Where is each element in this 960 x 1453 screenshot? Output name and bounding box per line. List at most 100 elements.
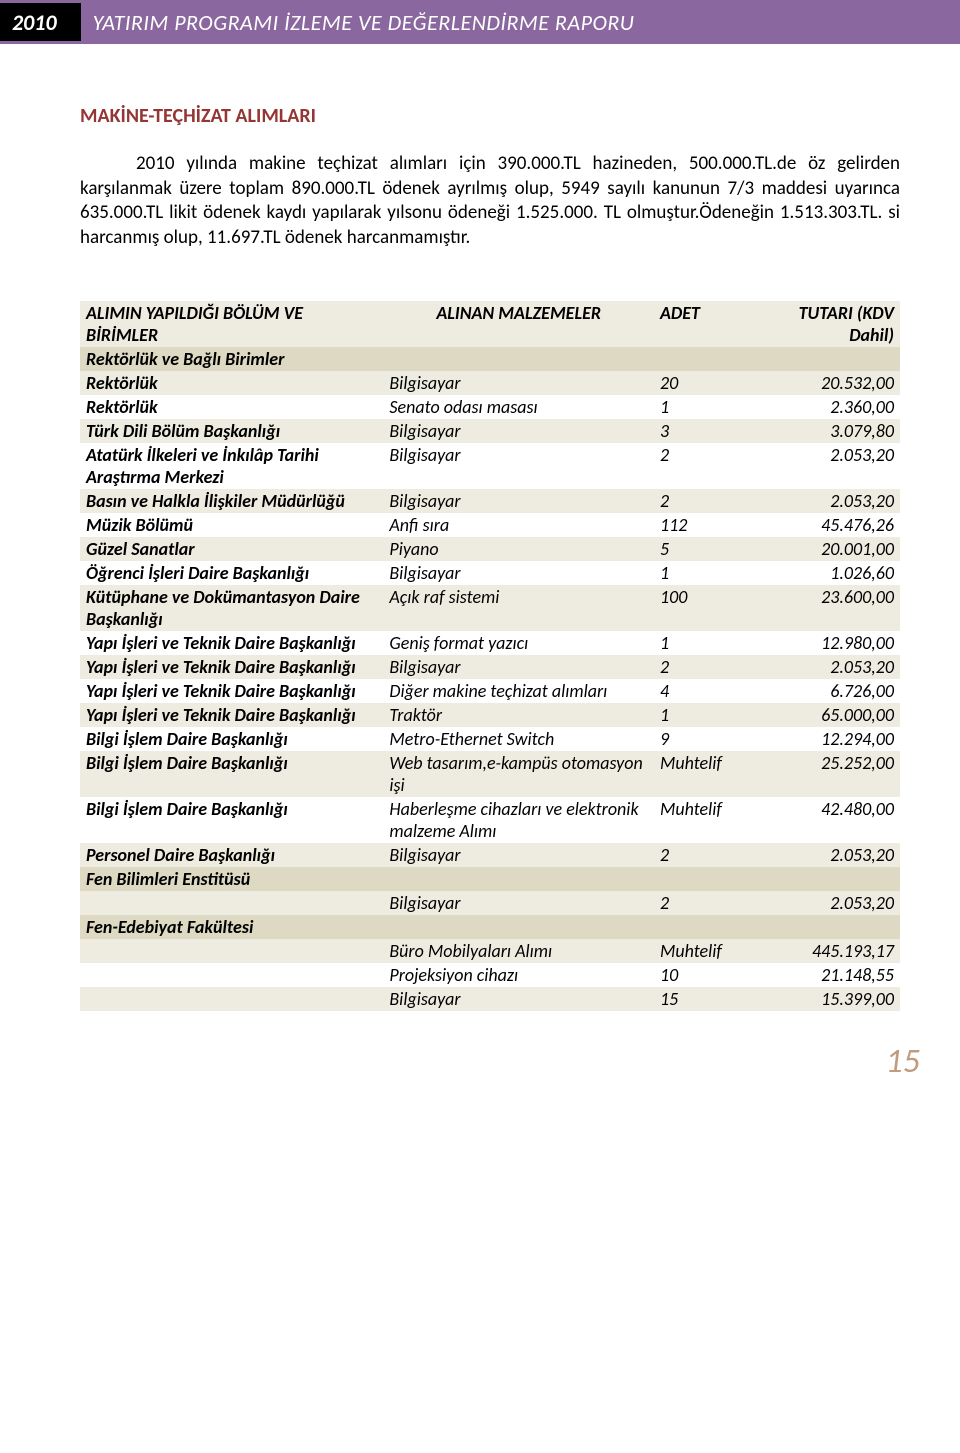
cell-qty — [654, 915, 752, 939]
page-number: 15 — [0, 1031, 960, 1102]
cell-qty: 2 — [654, 489, 752, 513]
cell-unit — [80, 987, 383, 1011]
cell-item: Diğer makine teçhizat alımları — [383, 679, 654, 703]
cell-qty: Muhtelif — [654, 797, 752, 843]
table-row: Fen Bilimleri Enstitüsü — [80, 867, 900, 891]
cell-unit: Bilgi İşlem Daire Başkanlığı — [80, 727, 383, 751]
cell-amount: 2.053,20 — [752, 443, 900, 489]
table-row: Bilgi İşlem Daire BaşkanlığıMetro-Ethern… — [80, 727, 900, 751]
cell-qty: 4 — [654, 679, 752, 703]
table-row: Güzel SanatlarPiyano520.001,00 — [80, 537, 900, 561]
table-row: Rektörlük ve Bağlı Birimler — [80, 347, 900, 371]
cell-item: Traktör — [383, 703, 654, 727]
cell-unit: Güzel Sanatlar — [80, 537, 383, 561]
cell-qty — [654, 867, 752, 891]
cell-item: Projeksiyon cihazı — [383, 963, 654, 987]
table-row: Bilgi İşlem Daire BaşkanlığıHaberleşme c… — [80, 797, 900, 843]
cell-amount: 2.053,20 — [752, 489, 900, 513]
cell-qty: 2 — [654, 443, 752, 489]
cell-amount: 12.294,00 — [752, 727, 900, 751]
cell-unit: Fen-Edebiyat Fakültesi — [80, 915, 383, 939]
cell-amount: 65.000,00 — [752, 703, 900, 727]
cell-unit: Yapı İşleri ve Teknik Daire Başkanlığı — [80, 631, 383, 655]
cell-qty: 9 — [654, 727, 752, 751]
cell-qty: 1 — [654, 631, 752, 655]
cell-item — [383, 915, 654, 939]
table-row: Bilgisayar1515.399,00 — [80, 987, 900, 1011]
table-row: RektörlükSenato odası masası12.360,00 — [80, 395, 900, 419]
table-row: Müzik BölümüAnfi sıra11245.476,26 — [80, 513, 900, 537]
cell-qty: 112 — [654, 513, 752, 537]
table-header-row: ALIMIN YAPILDIĞI BÖLÜM VE BİRİMLERALINAN… — [80, 301, 900, 347]
cell-unit: Basın ve Halkla İlişkiler Müdürlüğü — [80, 489, 383, 513]
col-header: ALINAN MALZEMELER — [383, 301, 654, 347]
cell-qty: 100 — [654, 585, 752, 631]
table-row: Bilgisayar22.053,20 — [80, 891, 900, 915]
cell-unit: Kütüphane ve Dokümantasyon Daire Başkanl… — [80, 585, 383, 631]
table-row: Yapı İşleri ve Teknik Daire BaşkanlığıDi… — [80, 679, 900, 703]
section-heading: MAKİNE-TEÇHİZAT ALIMLARI — [80, 104, 900, 128]
cell-qty: 2 — [654, 891, 752, 915]
cell-amount: 25.252,00 — [752, 751, 900, 797]
cell-item: Senato odası masası — [383, 395, 654, 419]
cell-item: Bilgisayar — [383, 419, 654, 443]
equipment-table: ALIMIN YAPILDIĞI BÖLÜM VE BİRİMLERALINAN… — [80, 301, 900, 1011]
cell-amount: 45.476,26 — [752, 513, 900, 537]
table-row: Atatürk İlkeleri ve İnkılâp Tarihi Araşt… — [80, 443, 900, 489]
table-row: Fen-Edebiyat Fakültesi — [80, 915, 900, 939]
cell-unit: Yapı İşleri ve Teknik Daire Başkanlığı — [80, 679, 383, 703]
cell-unit: Yapı İşleri ve Teknik Daire Başkanlığı — [80, 655, 383, 679]
cell-amount — [752, 867, 900, 891]
cell-qty: Muhtelif — [654, 751, 752, 797]
cell-unit: Öğrenci İşleri Daire Başkanlığı — [80, 561, 383, 585]
cell-amount: 2.053,20 — [752, 891, 900, 915]
cell-item — [383, 347, 654, 371]
table-row: Kütüphane ve Dokümantasyon Daire Başkanl… — [80, 585, 900, 631]
cell-amount: 42.480,00 — [752, 797, 900, 843]
table-row: Personel Daire BaşkanlığıBilgisayar22.05… — [80, 843, 900, 867]
cell-unit: Bilgi İşlem Daire Başkanlığı — [80, 751, 383, 797]
cell-qty: 15 — [654, 987, 752, 1011]
header-bar: 2010 YATIRIM PROGRAMI İZLEME VE DEĞERLEN… — [0, 0, 960, 44]
col-header: ADET — [654, 301, 752, 347]
table-row: Bilgi İşlem Daire BaşkanlığıWeb tasarım,… — [80, 751, 900, 797]
cell-item — [383, 867, 654, 891]
cell-amount: 3.079,80 — [752, 419, 900, 443]
cell-qty: Muhtelif — [654, 939, 752, 963]
cell-amount — [752, 915, 900, 939]
cell-amount: 20.532,00 — [752, 371, 900, 395]
cell-qty: 1 — [654, 561, 752, 585]
cell-qty: 2 — [654, 655, 752, 679]
cell-item: Bilgisayar — [383, 489, 654, 513]
table-row: Öğrenci İşleri Daire BaşkanlığıBilgisaya… — [80, 561, 900, 585]
cell-amount: 2.053,20 — [752, 843, 900, 867]
cell-unit: Bilgi İşlem Daire Başkanlığı — [80, 797, 383, 843]
col-header: ALIMIN YAPILDIĞI BÖLÜM VE BİRİMLER — [80, 301, 383, 347]
cell-item: Metro-Ethernet Switch — [383, 727, 654, 751]
cell-item: Piyano — [383, 537, 654, 561]
cell-qty: 10 — [654, 963, 752, 987]
cell-qty: 2 — [654, 843, 752, 867]
cell-unit: Personel Daire Başkanlığı — [80, 843, 383, 867]
table-row: Türk Dili Bölüm BaşkanlığıBilgisayar33.0… — [80, 419, 900, 443]
page-content: MAKİNE-TEÇHİZAT ALIMLARI 2010 yılında ma… — [0, 44, 960, 1031]
cell-unit: Rektörlük — [80, 371, 383, 395]
table-row: Büro Mobilyaları AlımıMuhtelif445.193,17 — [80, 939, 900, 963]
cell-unit: Rektörlük — [80, 395, 383, 419]
cell-unit: Atatürk İlkeleri ve İnkılâp Tarihi Araşt… — [80, 443, 383, 489]
cell-qty: 20 — [654, 371, 752, 395]
table-row: Yapı İşleri ve Teknik Daire BaşkanlığıBi… — [80, 655, 900, 679]
table-row: Basın ve Halkla İlişkiler MüdürlüğüBilgi… — [80, 489, 900, 513]
cell-unit: Fen Bilimleri Enstitüsü — [80, 867, 383, 891]
cell-amount: 2.360,00 — [752, 395, 900, 419]
cell-item: Geniş format yazıcı — [383, 631, 654, 655]
cell-amount: 2.053,20 — [752, 655, 900, 679]
cell-amount: 23.600,00 — [752, 585, 900, 631]
cell-unit — [80, 963, 383, 987]
table-row: Yapı İşleri ve Teknik Daire BaşkanlığıTr… — [80, 703, 900, 727]
cell-amount: 1.026,60 — [752, 561, 900, 585]
cell-item: Bilgisayar — [383, 443, 654, 489]
cell-unit: Rektörlük ve Bağlı Birimler — [80, 347, 383, 371]
cell-qty: 5 — [654, 537, 752, 561]
cell-item: Bilgisayar — [383, 561, 654, 585]
